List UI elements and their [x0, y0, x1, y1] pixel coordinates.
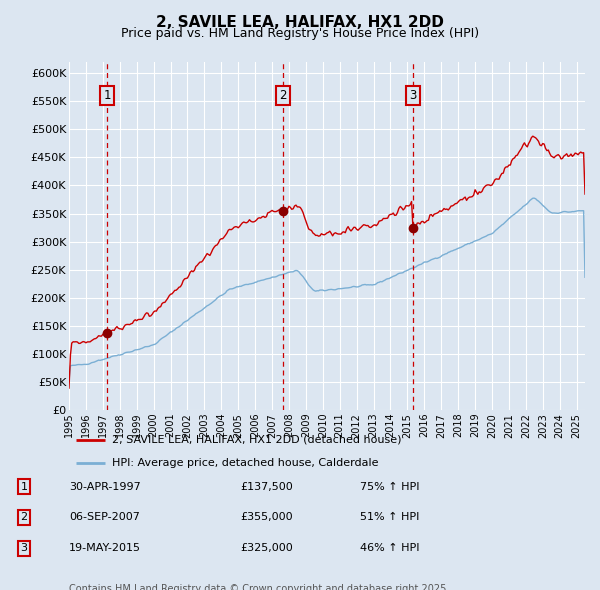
Text: HPI: Average price, detached house, Calderdale: HPI: Average price, detached house, Cald…: [112, 458, 379, 468]
Text: 2: 2: [20, 513, 28, 522]
Text: Price paid vs. HM Land Registry's House Price Index (HPI): Price paid vs. HM Land Registry's House …: [121, 27, 479, 40]
Text: 46% ↑ HPI: 46% ↑ HPI: [360, 543, 419, 553]
Text: £137,500: £137,500: [240, 482, 293, 491]
Text: 51% ↑ HPI: 51% ↑ HPI: [360, 513, 419, 522]
Text: £325,000: £325,000: [240, 543, 293, 553]
Text: 75% ↑ HPI: 75% ↑ HPI: [360, 482, 419, 491]
Text: 2, SAVILE LEA, HALIFAX, HX1 2DD: 2, SAVILE LEA, HALIFAX, HX1 2DD: [156, 15, 444, 30]
Text: 06-SEP-2007: 06-SEP-2007: [69, 513, 140, 522]
Text: 30-APR-1997: 30-APR-1997: [69, 482, 141, 491]
Text: 3: 3: [20, 543, 28, 553]
Text: 19-MAY-2015: 19-MAY-2015: [69, 543, 141, 553]
Text: 1: 1: [20, 482, 28, 491]
Text: 2: 2: [280, 89, 287, 102]
Text: 1: 1: [103, 89, 111, 102]
Text: 3: 3: [409, 89, 416, 102]
Text: 2, SAVILE LEA, HALIFAX, HX1 2DD (detached house): 2, SAVILE LEA, HALIFAX, HX1 2DD (detache…: [112, 435, 402, 445]
Text: Contains HM Land Registry data © Crown copyright and database right 2025.: Contains HM Land Registry data © Crown c…: [69, 584, 449, 590]
Text: £355,000: £355,000: [240, 513, 293, 522]
